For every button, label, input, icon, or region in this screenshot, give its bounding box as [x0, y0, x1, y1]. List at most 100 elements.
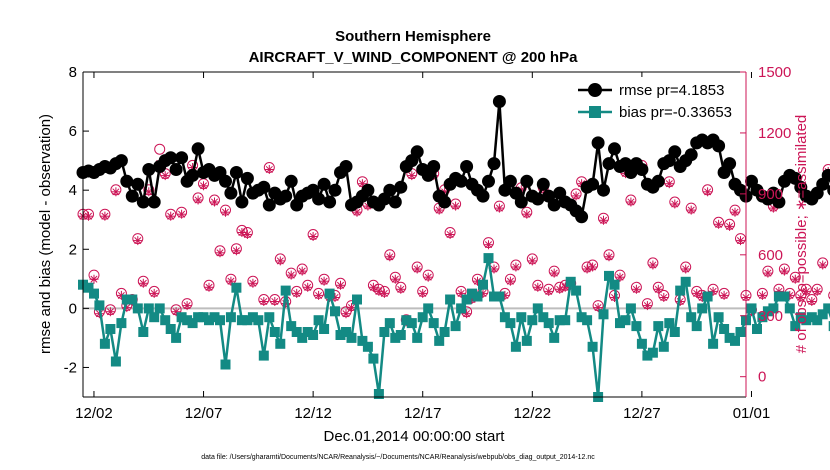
bias-point: [615, 318, 625, 329]
bias-point: [456, 303, 467, 314]
bias-point: [384, 318, 395, 329]
assimilated-obs-point: [379, 288, 389, 298]
bias-point: [691, 321, 702, 332]
y-right-tick-label: 1500: [758, 64, 791, 81]
bias-point: [680, 276, 691, 287]
assimilated-obs-point: [484, 240, 493, 250]
rmse-point: [219, 174, 232, 188]
rmse-point: [684, 148, 698, 162]
assimilated-obs-point: [736, 236, 745, 246]
assimilated-obs-point: [725, 221, 735, 231]
rmse-point: [651, 174, 665, 188]
assimilated-obs-point: [719, 290, 729, 300]
assimilated-obs-point: [111, 187, 121, 197]
rmse-point: [608, 142, 621, 156]
bias-point: [302, 327, 313, 337]
bias-point: [171, 332, 182, 343]
x-axis-label: Dec.01,2014 00:00:00 start: [324, 428, 506, 445]
rmse-point: [487, 157, 501, 171]
bias-point: [636, 338, 647, 349]
assimilated-obs-point: [801, 286, 811, 296]
bias-point: [204, 315, 214, 326]
bias-point: [708, 338, 719, 349]
assimilated-obs-point: [757, 290, 767, 300]
assimilated-obs-point: [303, 282, 313, 292]
assimilated-obs-point: [177, 209, 187, 219]
bias-point: [215, 315, 225, 326]
assimilated-obs-point: [368, 282, 378, 292]
assimilated-obs-point: [407, 171, 417, 181]
bias-point: [198, 312, 209, 323]
assimilated-obs-point: [807, 297, 817, 306]
possible-obs-point: [154, 143, 166, 155]
x-tick-label: 01/01: [733, 405, 771, 422]
bias-point: [182, 315, 193, 326]
rmse-point: [476, 189, 490, 203]
rmse-series: [76, 95, 830, 224]
bias-point: [412, 332, 423, 343]
assimilated-obs-point: [653, 284, 663, 294]
rmse-point: [229, 166, 243, 179]
assimilated-obs-point: [588, 262, 598, 272]
assimilated-obs-point: [308, 232, 318, 241]
assimilated-obs-point: [336, 280, 345, 290]
assimilated-obs-point: [84, 211, 93, 221]
assimilated-obs-point: [549, 268, 559, 278]
y-tick-label: 4: [69, 182, 77, 199]
assimilated-obs-point: [204, 282, 214, 292]
bias-point: [138, 327, 149, 337]
bias-point: [795, 312, 806, 323]
rmse-point: [723, 157, 737, 171]
assimilated-obs-point: [396, 284, 406, 294]
assimilated-obs-point: [686, 205, 696, 215]
bias-point: [110, 356, 121, 367]
chart-title: Southern Hemisphere: [335, 28, 491, 45]
assimilated-obs-point: [341, 309, 351, 319]
rmse-point: [284, 174, 298, 188]
assimilated-obs-point: [412, 264, 422, 274]
rmse-point: [454, 174, 468, 188]
bias-point: [790, 321, 801, 332]
bias-point: [291, 327, 302, 337]
x-tick-label: 12/12: [294, 405, 332, 422]
rmse-point: [438, 195, 452, 209]
rmse-point: [547, 198, 561, 212]
bias-point: [297, 332, 308, 343]
bias-point: [549, 332, 560, 343]
bias-point: [510, 341, 521, 352]
bias-point: [472, 291, 483, 302]
rmse-point: [317, 177, 331, 191]
bias-point: [730, 335, 740, 346]
assimilated-obs-point: [89, 274, 99, 284]
rmse-point: [240, 171, 254, 185]
bias-point: [554, 315, 565, 326]
assimilated-obs-point: [604, 252, 614, 262]
y-tick-label: -2: [64, 359, 77, 376]
rmse-point: [827, 184, 830, 196]
rmse-point: [361, 183, 375, 197]
assimilated-obs-point: [286, 270, 296, 280]
rmse-point: [142, 163, 156, 176]
assimilated-obs-point: [275, 256, 285, 266]
assimilated-obs-point: [385, 252, 395, 262]
bias-point: [823, 303, 830, 314]
assimilated-obs-point: [451, 201, 461, 211]
assimilated-obs-point: [703, 187, 713, 197]
assimilated-obs-point: [242, 230, 252, 239]
rmse-point: [514, 195, 528, 209]
assimilated-obs-point: [105, 307, 115, 317]
bias-point: [505, 318, 516, 329]
bias-point: [724, 332, 735, 343]
bias-point: [286, 321, 297, 332]
bias-point: [784, 303, 795, 314]
bias-point: [401, 315, 412, 326]
bias-point: [165, 324, 176, 334]
assimilated-obs-point: [779, 266, 789, 276]
rmse-point: [482, 174, 495, 188]
bias-point: [571, 285, 582, 296]
rmse-point: [169, 163, 183, 176]
bias-point: [647, 347, 658, 358]
bias-point: [675, 285, 686, 296]
rmse-point: [328, 183, 342, 197]
bias-point: [669, 327, 680, 337]
